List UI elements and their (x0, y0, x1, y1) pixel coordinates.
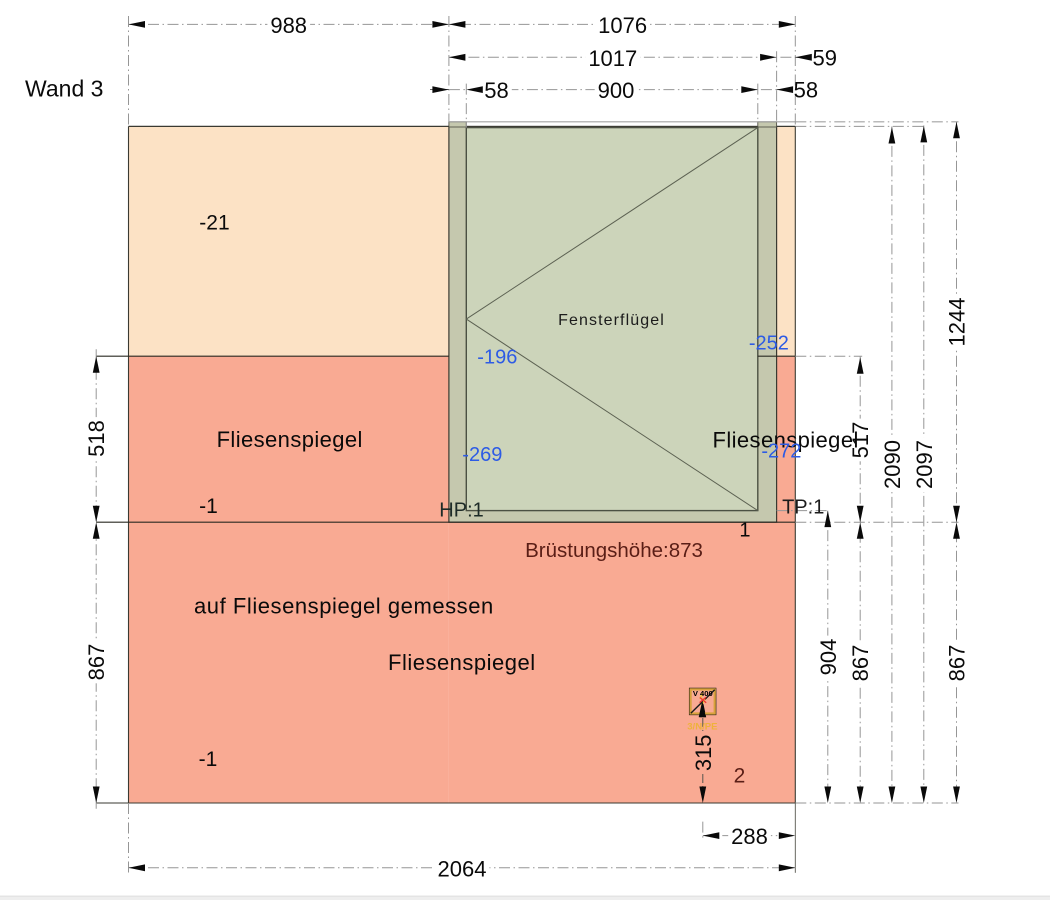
svg-text:1076: 1076 (598, 13, 647, 38)
svg-text:59: 59 (813, 45, 837, 70)
svg-text:Fensterflügel: Fensterflügel (558, 312, 665, 329)
svg-text:-272: -272 (761, 440, 801, 462)
svg-text:2: 2 (734, 764, 746, 787)
svg-text:988: 988 (270, 13, 307, 38)
svg-text:2090: 2090 (880, 440, 905, 489)
svg-text:58: 58 (484, 78, 508, 103)
svg-text:867: 867 (848, 645, 873, 682)
svg-text:-21: -21 (199, 212, 229, 235)
svg-text:-1: -1 (199, 748, 218, 771)
svg-text:288: 288 (731, 824, 768, 849)
svg-text:Wand 3: Wand 3 (25, 76, 103, 102)
svg-text:V 400: V 400 (693, 689, 713, 698)
svg-text:518: 518 (84, 420, 109, 457)
svg-text:Fliesenspiegel: Fliesenspiegel (217, 427, 363, 452)
svg-text:2064: 2064 (438, 856, 487, 881)
svg-text:58: 58 (794, 77, 818, 102)
svg-text:517: 517 (848, 422, 873, 459)
svg-text:1244: 1244 (945, 298, 970, 347)
svg-text:Fliesenspiegel: Fliesenspiegel (388, 650, 536, 675)
svg-text:TP:1: TP:1 (782, 497, 824, 519)
svg-text:Fliesenspiegel: Fliesenspiegel (713, 427, 859, 452)
svg-text:Brüstungshöhe:873: Brüstungshöhe:873 (525, 539, 703, 562)
svg-text:904: 904 (816, 639, 841, 676)
svg-text:-196: -196 (477, 347, 517, 369)
svg-text:2097: 2097 (912, 440, 937, 489)
svg-text:-269: -269 (462, 444, 502, 466)
svg-text:900: 900 (598, 78, 635, 103)
svg-text:-1: -1 (199, 495, 218, 518)
svg-text:auf Fliesenspiegel gemessen: auf Fliesenspiegel gemessen (194, 594, 494, 619)
svg-text:1017: 1017 (588, 46, 637, 71)
svg-text:1: 1 (739, 519, 750, 541)
svg-text:-252: -252 (749, 332, 789, 354)
svg-text:315: 315 (691, 734, 716, 771)
svg-text:867: 867 (84, 644, 109, 681)
svg-text:3/N/PE: 3/N/PE (687, 722, 718, 733)
svg-text:867: 867 (945, 645, 970, 682)
svg-text:HP:1: HP:1 (439, 500, 483, 522)
